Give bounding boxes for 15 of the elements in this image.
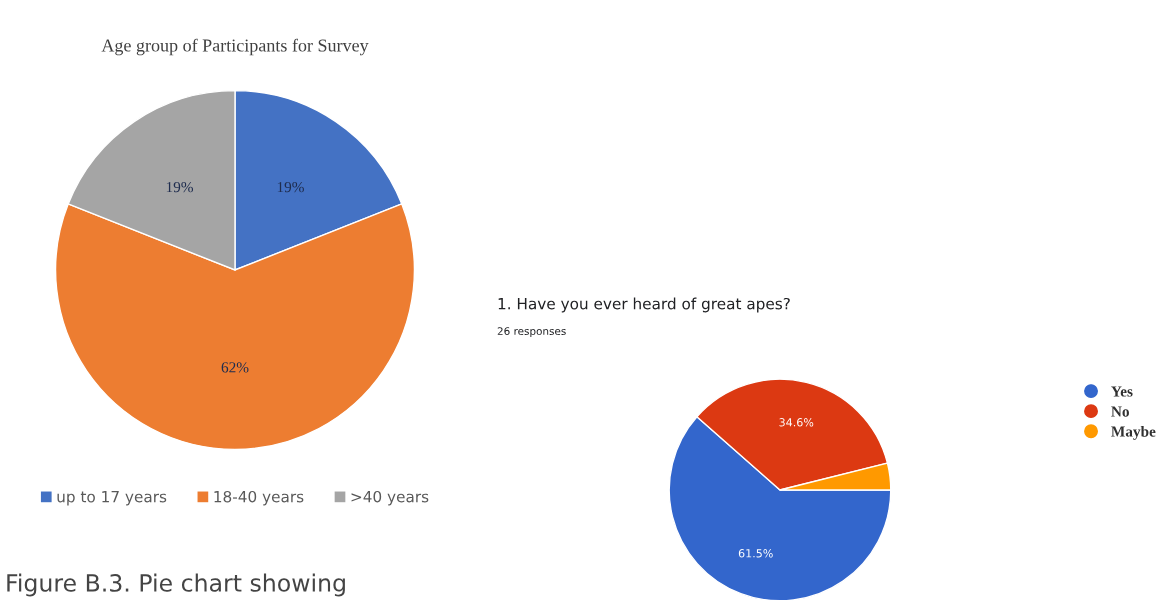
data-label: 62%	[221, 362, 249, 373]
legend-label: up to 17 years	[57, 491, 167, 506]
text: 26 responses	[497, 327, 566, 338]
text: Figure B.3. Pie chart showing	[7, 573, 345, 597]
legend-label: Yes	[1111, 386, 1133, 397]
data-label: 19%	[166, 181, 194, 193]
legend-label: >40 years	[351, 490, 429, 506]
chart-title: 1. Have you ever heard of great apes?	[498, 297, 790, 313]
legend-label: No	[1111, 406, 1129, 417]
data-label: 61.5%	[738, 549, 773, 558]
data-label: 19%	[277, 181, 304, 193]
legend-label: 18-40 years	[214, 490, 304, 506]
data-label: 34.6%	[779, 418, 814, 427]
legend-label: Maybe	[1111, 425, 1156, 440]
chart-title: Age group of Participants for Survey	[101, 38, 369, 56]
